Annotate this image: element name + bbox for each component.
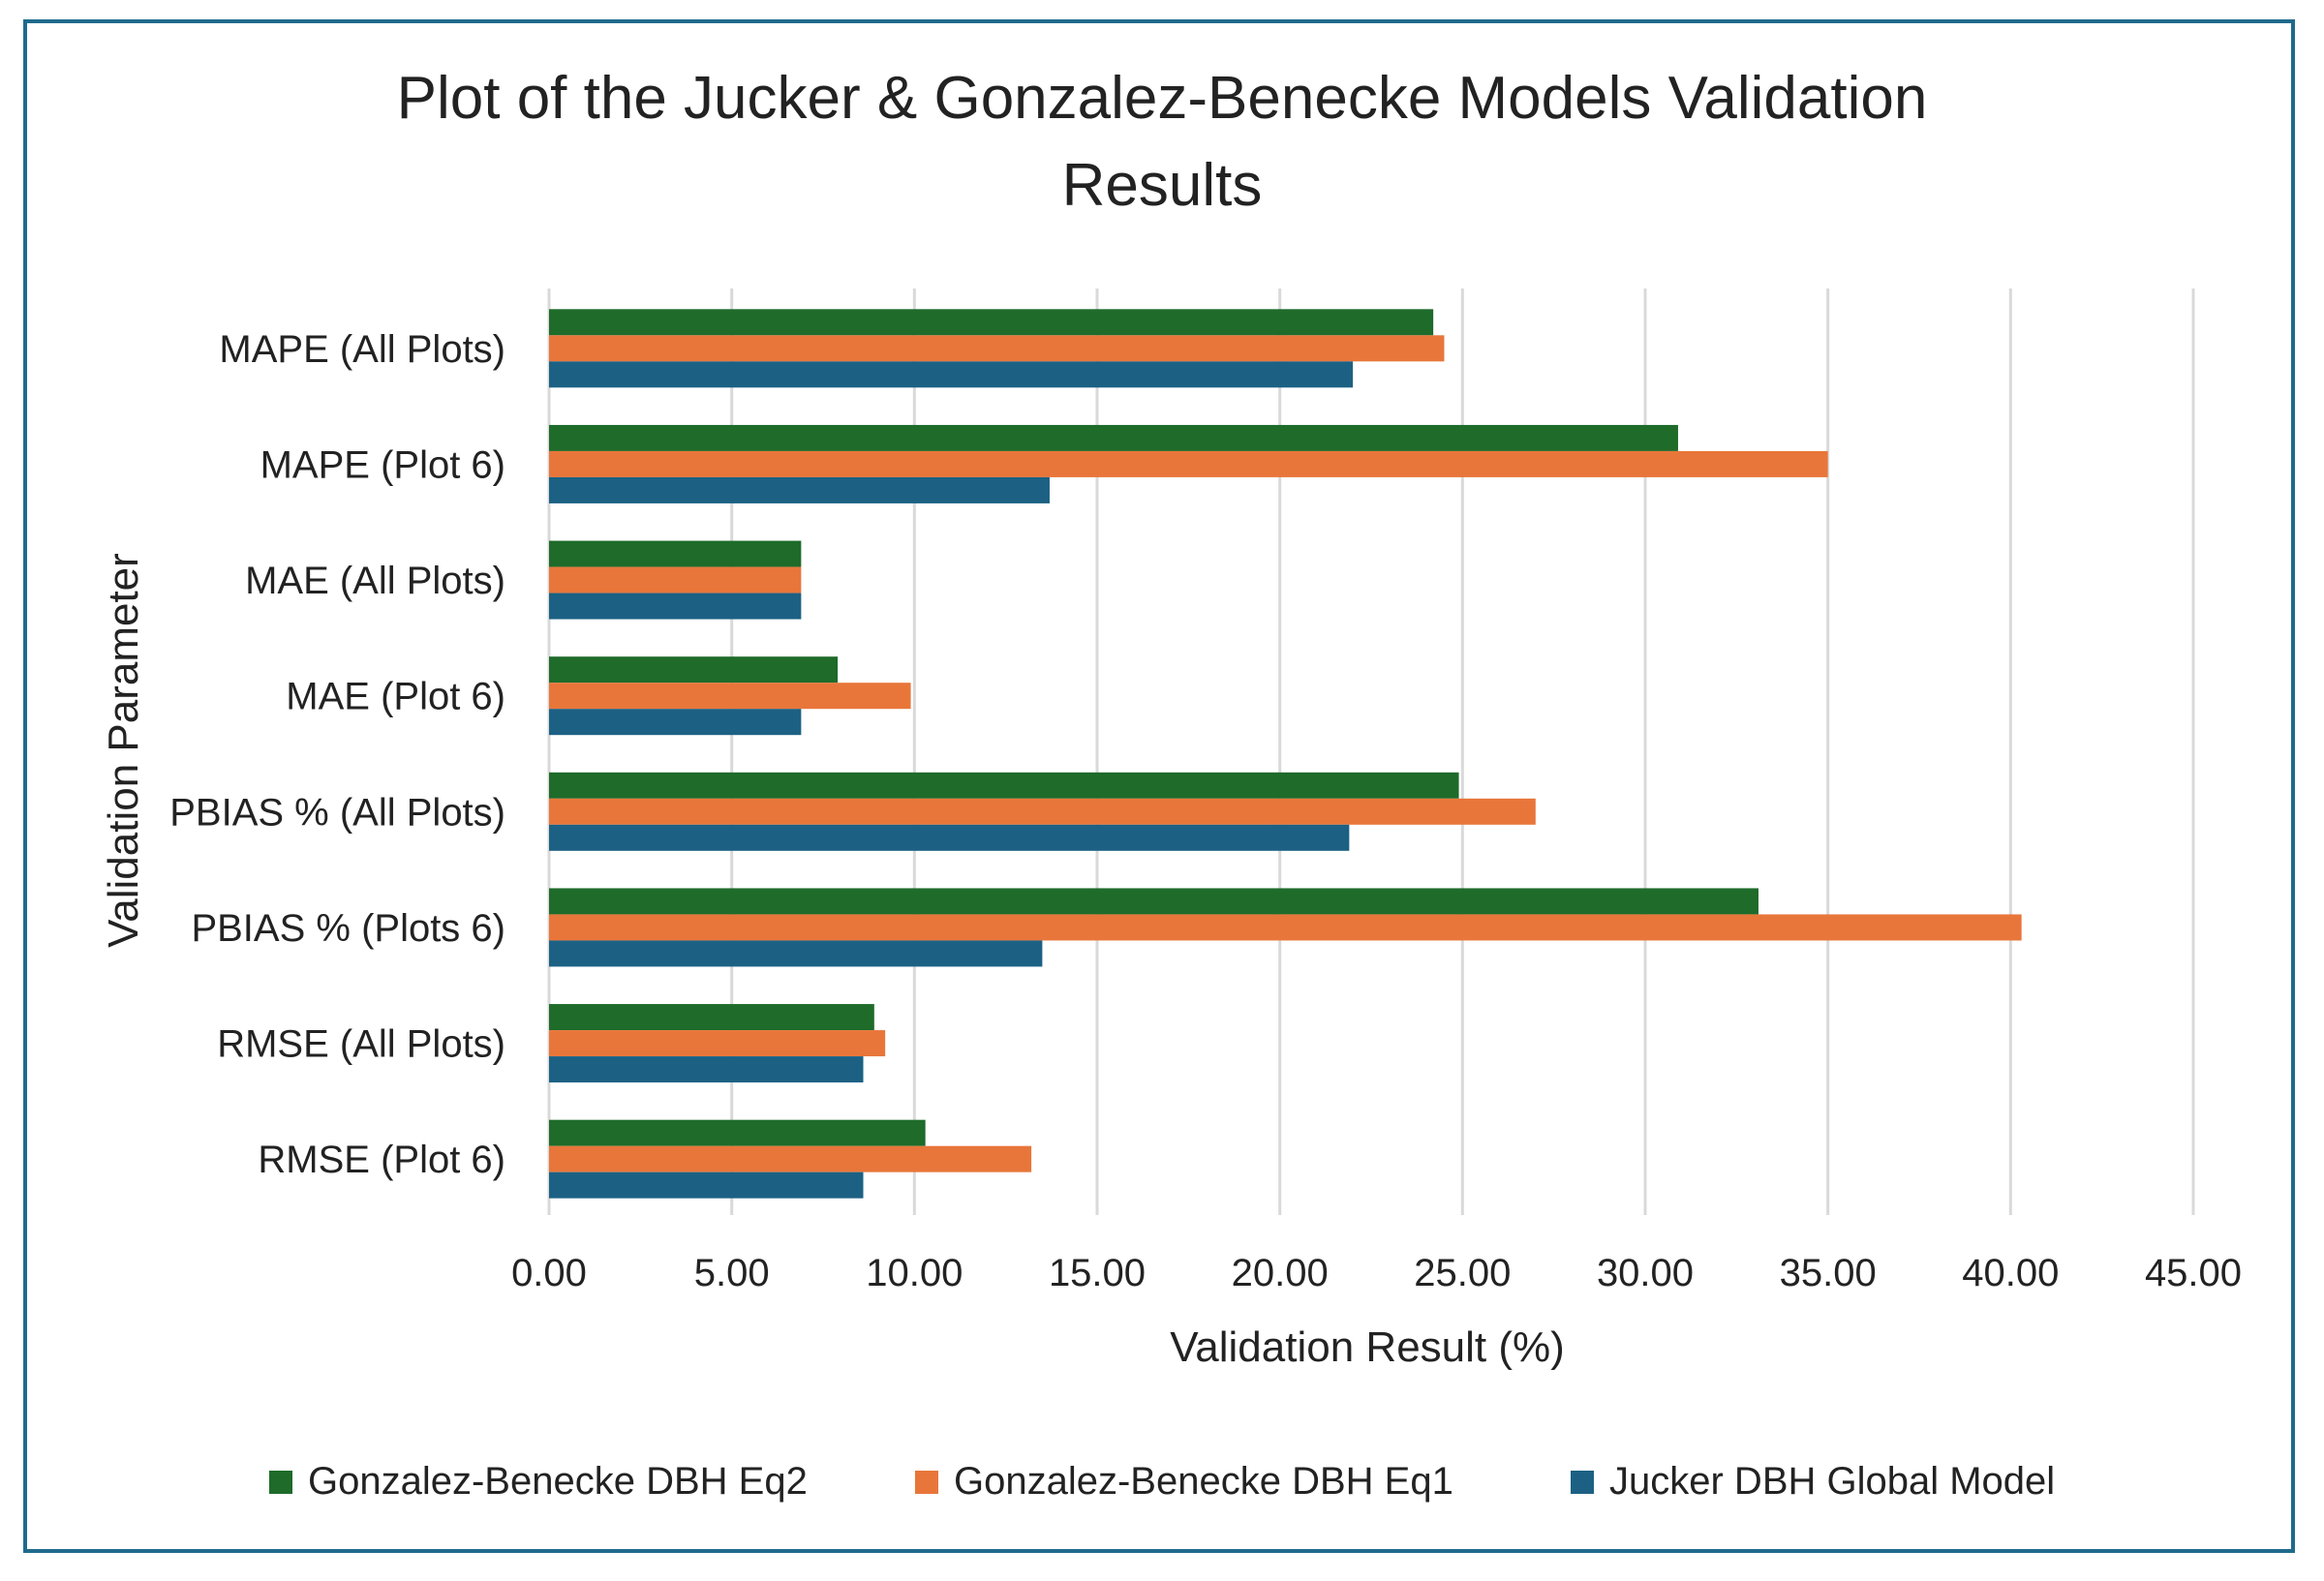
bar xyxy=(549,476,1050,503)
category-label: PBIAS % (All Plots) xyxy=(169,791,505,834)
legend-swatch xyxy=(1571,1471,1594,1494)
category-label: MAE (Plot 6) xyxy=(286,676,505,718)
bar xyxy=(549,1171,864,1199)
x-tick-labels: 0.00 5.00 10.00 15.00 20.00 25.00 30.00 35.00 40… xyxy=(511,1252,2242,1294)
legend-swatch xyxy=(269,1471,292,1494)
bar xyxy=(549,309,1434,336)
bar xyxy=(549,656,839,684)
x-tick-label: 15.00 xyxy=(1049,1252,1146,1294)
chart-title-line-2: Results xyxy=(1062,152,1263,219)
x-tick-label: 35.00 xyxy=(1780,1252,1877,1294)
x-tick-label: 0.00 xyxy=(511,1252,587,1294)
x-tick-label: 25.00 xyxy=(1414,1252,1511,1294)
chart-title-line-1: Plot of the Jucker & Gonzalez-Benecke Mo… xyxy=(397,65,1928,132)
category-label: PBIAS % (Plots 6) xyxy=(191,907,505,950)
x-axis-title: Validation Result (%) xyxy=(1170,1323,1565,1371)
bar xyxy=(549,940,1043,967)
legend-label: Gonzalez-Benecke DBH Eq2 xyxy=(308,1460,808,1503)
bar xyxy=(549,1119,926,1146)
bar xyxy=(549,798,1536,825)
category-label: RMSE (All Plots) xyxy=(217,1023,505,1066)
bar xyxy=(549,361,1354,388)
legend-label: Gonzalez-Benecke DBH Eq1 xyxy=(954,1460,1453,1503)
bar xyxy=(549,566,802,593)
bar xyxy=(549,335,1445,362)
bar xyxy=(549,540,802,567)
chart-title: Plot of the Jucker & Gonzalez-Benecke Mo… xyxy=(397,65,1928,219)
legend-label: Jucker DBH Global Model xyxy=(1609,1460,2055,1503)
legend-swatch xyxy=(915,1471,938,1494)
bar xyxy=(549,450,1828,477)
category-label: RMSE (Plot 6) xyxy=(258,1139,505,1181)
bar xyxy=(549,1145,1032,1172)
x-tick-label: 30.00 xyxy=(1597,1252,1694,1294)
x-tick-label: 45.00 xyxy=(2145,1252,2242,1294)
bars xyxy=(549,309,2022,1199)
x-tick-label: 10.00 xyxy=(866,1252,963,1294)
category-label: MAE (All Plots) xyxy=(245,560,505,602)
x-tick-label: 20.00 xyxy=(1232,1252,1329,1294)
bar xyxy=(549,772,1459,799)
bar xyxy=(549,888,1758,915)
bar xyxy=(549,709,802,736)
bar xyxy=(549,914,2022,941)
category-label: MAPE (Plot 6) xyxy=(260,443,505,486)
bar xyxy=(549,424,1678,451)
bar xyxy=(549,1004,874,1031)
bar xyxy=(549,683,911,710)
y-axis-title: Validation Parameter xyxy=(100,553,147,948)
bar xyxy=(549,824,1350,851)
bar xyxy=(549,1056,864,1083)
legend: Gonzalez-Benecke DBH Eq2 Gonzalez-Benecke… xyxy=(269,1460,2055,1503)
category-label: MAPE (All Plots) xyxy=(219,328,505,371)
bar xyxy=(549,1030,886,1057)
category-labels: MAPE (All Plots) MAPE (Plot 6) MAE (All Pl… xyxy=(169,328,505,1181)
x-tick-label: 5.00 xyxy=(694,1252,770,1294)
bar xyxy=(549,593,802,620)
x-tick-label: 40.00 xyxy=(1962,1252,2059,1294)
